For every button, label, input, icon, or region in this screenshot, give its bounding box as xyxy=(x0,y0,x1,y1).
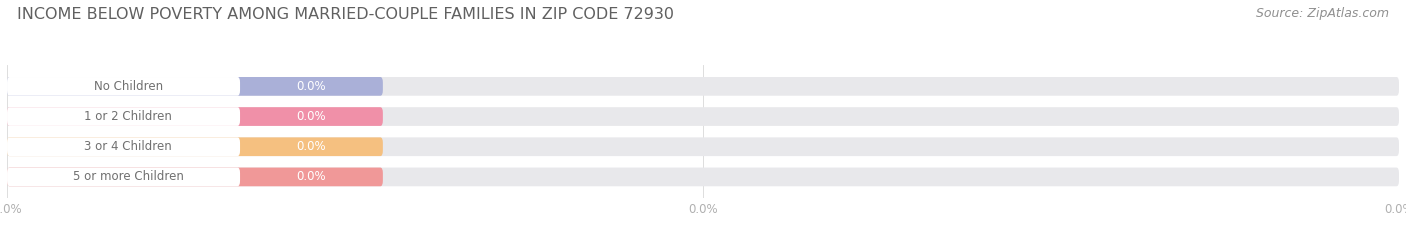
FancyBboxPatch shape xyxy=(7,107,1399,126)
Text: 0.0%: 0.0% xyxy=(297,170,326,183)
FancyBboxPatch shape xyxy=(7,137,382,156)
Text: 1 or 2 Children: 1 or 2 Children xyxy=(84,110,172,123)
FancyBboxPatch shape xyxy=(7,107,382,126)
FancyBboxPatch shape xyxy=(7,168,382,186)
FancyBboxPatch shape xyxy=(7,168,240,186)
Text: 0.0%: 0.0% xyxy=(297,80,326,93)
Text: 3 or 4 Children: 3 or 4 Children xyxy=(84,140,172,153)
FancyBboxPatch shape xyxy=(7,107,240,126)
Text: No Children: No Children xyxy=(94,80,163,93)
FancyBboxPatch shape xyxy=(7,77,1399,96)
Text: 0.0%: 0.0% xyxy=(297,140,326,153)
FancyBboxPatch shape xyxy=(7,168,1399,186)
Text: INCOME BELOW POVERTY AMONG MARRIED-COUPLE FAMILIES IN ZIP CODE 72930: INCOME BELOW POVERTY AMONG MARRIED-COUPL… xyxy=(17,7,673,22)
FancyBboxPatch shape xyxy=(7,77,240,96)
Text: Source: ZipAtlas.com: Source: ZipAtlas.com xyxy=(1256,7,1389,20)
FancyBboxPatch shape xyxy=(7,137,240,156)
FancyBboxPatch shape xyxy=(7,137,1399,156)
Text: 5 or more Children: 5 or more Children xyxy=(73,170,184,183)
Text: 0.0%: 0.0% xyxy=(297,110,326,123)
FancyBboxPatch shape xyxy=(7,77,382,96)
